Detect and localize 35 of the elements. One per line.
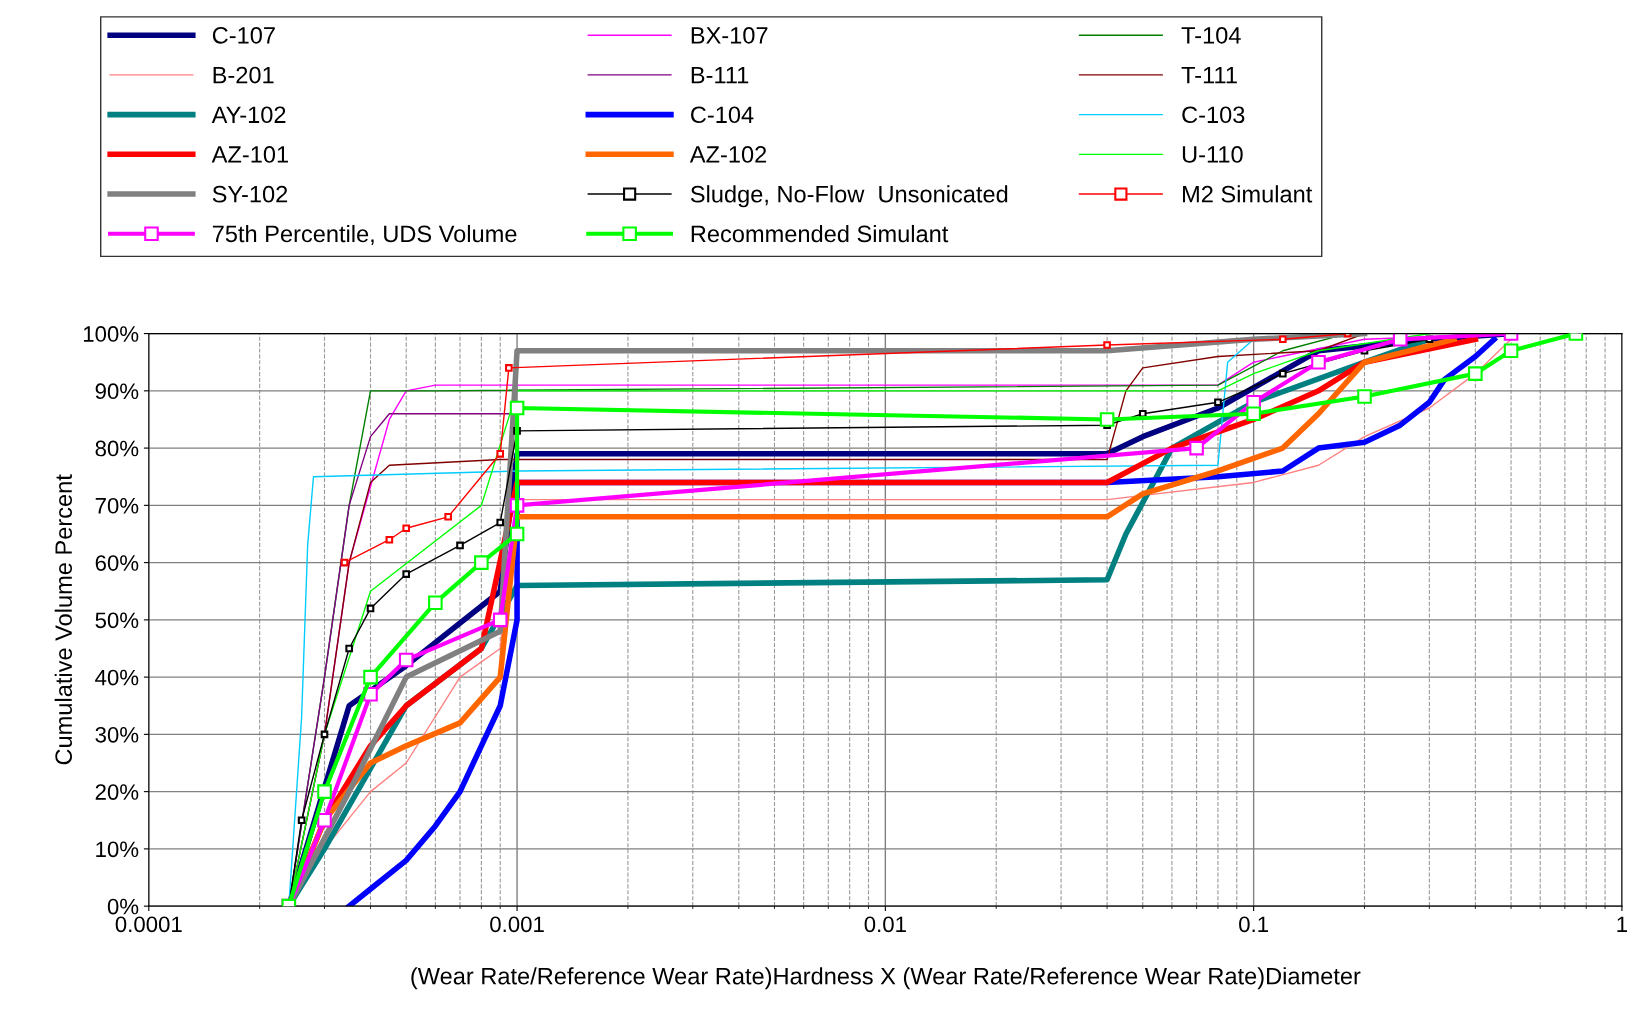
y-tick-label: 10% xyxy=(96,841,139,858)
legend-label: T-111 xyxy=(1181,66,1237,84)
legend-label: AZ-101 xyxy=(211,146,288,163)
y-tick-label: 50% xyxy=(95,612,139,629)
legend-label: AZ-102 xyxy=(689,146,767,163)
legend-label: C-107 xyxy=(212,26,275,44)
y-tick-label: 0% xyxy=(107,898,139,915)
legend-label: 75th Percentile, UDS Volume xyxy=(212,224,517,246)
legend-label: BX-107 xyxy=(691,26,768,44)
y-tick-label: 30% xyxy=(95,726,139,743)
y-axis-title: Cumulative Volume Percent xyxy=(54,474,73,765)
y-tick-label: 90% xyxy=(95,383,139,400)
legend-label: Sludge, No-Flow Unsonicated xyxy=(690,185,1008,208)
x-tick-label: 0.001 xyxy=(490,916,544,933)
x-tick-label: 0.0001 xyxy=(115,916,182,933)
legend-label: SY-102 xyxy=(212,185,288,203)
legend-label: B-111 xyxy=(691,66,749,84)
legend-label: U-110 xyxy=(1182,146,1243,163)
x-tick-label: 0.1 xyxy=(1239,916,1268,933)
legend-label: Recommended Simulant xyxy=(691,224,949,243)
legend-label: T-104 xyxy=(1181,26,1241,44)
y-tick-label: 70% xyxy=(95,497,139,514)
legend-label: B-201 xyxy=(213,66,274,84)
legend-label: M2 Simulant xyxy=(1183,185,1313,203)
x-tick-label: 0.01 xyxy=(864,916,906,933)
x-axis-title: (Wear Rate/Reference Wear Rate)Hardness X (Wear Rate/Reference Wear Rate)Diameter xyxy=(411,967,1361,990)
y-tick-label: 60% xyxy=(95,555,139,571)
legend-label: AY-102 xyxy=(211,106,286,124)
y-tick-label: 20% xyxy=(95,784,139,800)
x-tick-label: 1 xyxy=(1617,916,1628,932)
y-tick-label: 80% xyxy=(95,440,139,457)
y-tick-label: 40% xyxy=(95,669,139,686)
legend-label: C-103 xyxy=(1182,106,1245,124)
y-tick-label: 100% xyxy=(83,326,139,342)
legend-label: C-104 xyxy=(691,106,754,124)
